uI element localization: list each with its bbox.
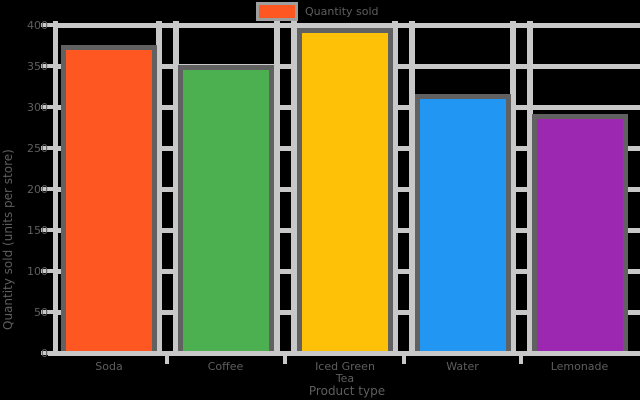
gridline-v [155,21,162,356]
bar [414,93,511,353]
bar [177,65,274,353]
gridline-v [392,21,399,356]
bar [531,114,628,353]
gridline-v [509,21,516,356]
y-axis-spine [53,21,58,356]
legend: Quantity sold [256,2,379,21]
y-tick-mark [41,269,54,273]
y-tick-mark [41,105,54,109]
y-tick-mark [41,351,54,355]
y-tick-label: 250 [27,141,48,155]
y-tick-mark [41,187,54,191]
gridline-v [172,21,179,356]
x-tick-label: Water [446,360,479,373]
y-tick-label: 400 [27,18,48,32]
x-tick-label: Lemonade [550,360,609,373]
x-tick-mark [283,356,288,364]
y-tick-mark [41,146,54,150]
gridline-v [526,21,533,356]
y-tick-mark [41,64,54,68]
y-tick-label: 0 [41,346,48,360]
legend-label: Quantity sold [305,5,379,18]
bar [297,28,393,353]
y-tick-label: 300 [27,100,48,114]
x-axis-title: Product type [308,384,386,398]
legend-swatch [256,2,298,21]
bar [61,44,157,353]
gridline-v [273,21,280,356]
y-tick-label: 350 [27,59,48,73]
gridline-v [290,21,297,356]
x-axis-spine [48,351,640,356]
x-tick-label: Soda [95,360,123,373]
x-tick-mark [401,356,406,364]
y-tick-label: 200 [27,182,48,196]
gridline-h [55,22,640,28]
y-tick-mark [41,23,54,27]
y-tick-label: 150 [27,223,48,237]
y-tick-mark [41,310,54,314]
x-tick-mark [519,356,523,364]
y-tick-label: 100 [27,264,48,278]
y-tick-label: 50 [34,305,48,319]
gridline-v [409,21,416,356]
x-tick-label: Coffee [207,360,244,373]
y-tick-mark [41,228,54,232]
x-tick-label: Iced Green Tea [315,360,375,385]
x-tick-mark [165,356,170,364]
